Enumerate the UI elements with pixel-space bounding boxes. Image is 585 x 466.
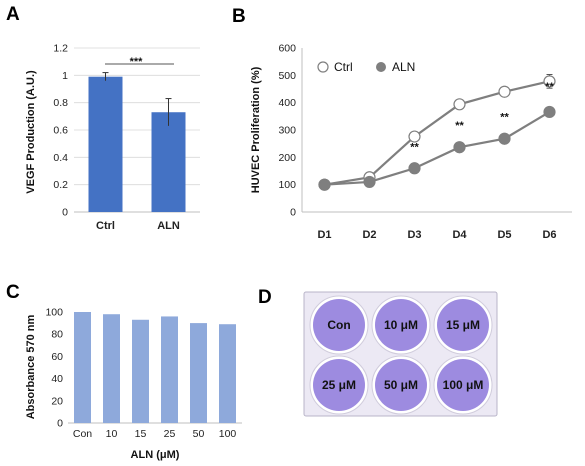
chart-a-ytick: 0.8 [53,97,68,109]
chart-a-ytick: 0.2 [53,179,68,191]
chart-b-ylabel: HUVEC Proliferation (%) [250,66,262,193]
chart-a-ytick: 1.2 [53,43,68,55]
legend-marker-ctrl [317,61,329,73]
chart-a-ylabel: VEGF Production (A.U.) [25,70,37,194]
chart-b-point-aln [408,162,421,175]
chart-b-point-ctrl [543,75,556,88]
chart-b-xtick: D5 [497,229,511,241]
chart-c-absorbance: Absorbance 570 nm ALN (μM) 0 20 40 60 80 100 C… [25,307,242,461]
chart-a-ytick: 0 [62,207,68,219]
chart-c-xlabel: ALN (μM) [131,449,180,461]
well [437,359,489,411]
chart-b-point-aln [543,105,556,119]
chart-a-vegf: VEGF Production (A.U.) *** 0 0.2 0.4 0.6 0.8… [25,43,200,232]
chart-b-xtick: D6 [542,229,556,241]
chart-c-ytick: 100 [45,307,63,319]
chart-a-significance: *** [130,56,144,68]
well [375,299,427,351]
chart-c-xtick: 25 [164,428,176,440]
chart-c-xtick: 50 [193,428,205,440]
chart-b-proliferation: HUVEC Proliferation (%) Ctrl ALN 0 100 200… [250,43,572,241]
chart-b-significance: ** [410,141,419,153]
chart-c-xtick: 10 [106,428,118,440]
chart-c-bar [219,324,236,423]
chart-b-ytick: 0 [290,207,296,219]
chart-a-bar-aln [151,112,186,212]
chart-c-xtick: 15 [135,428,147,440]
chart-b-xtick: D2 [362,229,376,241]
panel-label-d: D [258,287,272,308]
chart-b-line-aln [324,111,551,186]
chart-c-ylabel: Absorbance 570 nm [25,315,37,420]
well-label: 100 μM [443,378,484,392]
chart-c-ytick: 80 [51,329,63,341]
chart-a-ytick: 0.6 [53,125,68,137]
panel-label-c: C [6,282,20,303]
chart-c-ytick: 0 [57,418,63,430]
chart-c-ytick: 20 [51,395,63,407]
well [313,359,365,411]
chart-c-ytick: 40 [51,373,63,385]
panel-label-a: A [6,4,20,25]
well-label: Con [327,318,350,332]
chart-b-ytick: 600 [278,43,296,55]
chart-c-xtick: Con [73,428,92,440]
chart-c-bar [103,314,120,423]
chart-b-xtick: D4 [452,229,467,241]
well [437,299,489,351]
chart-b-significance: ** [455,120,464,132]
chart-a-ytick: 0.4 [53,152,68,164]
chart-b-ytick: 200 [278,152,296,164]
well [375,359,427,411]
chart-c-bar [190,323,207,423]
chart-b-ytick: 300 [278,125,296,137]
chart-b-xtick: D1 [317,229,331,241]
chart-b-line-ctrl [324,80,550,186]
well-plate: Con 10 μM 15 μM 25 μM 50 μM 100 μM [303,291,498,417]
chart-b-point-aln [498,132,511,145]
legend-label-ctrl: Ctrl [334,60,353,74]
well-label: 10 μM [384,318,418,332]
chart-c-bar [132,319,149,423]
chart-b-point-aln [453,141,466,154]
chart-a-bar-ctrl [88,76,123,212]
legend-label-aln: ALN [392,60,415,74]
legend-marker-aln [376,62,386,72]
well-label: 25 μM [322,378,356,392]
chart-b-xtick: D3 [407,229,421,241]
chart-a-ytick: 1 [62,70,68,82]
well-label: 15 μM [446,318,480,332]
chart-b-point-aln [363,175,376,189]
chart-b-point-ctrl [408,130,421,143]
chart-b-ytick: 500 [278,70,296,82]
panel-label-b: B [232,6,246,27]
chart-a-xtick: ALN [157,220,180,232]
chart-b-ytick: 400 [278,97,296,109]
chart-a-xtick: Ctrl [96,220,115,232]
chart-b-point-aln [318,178,331,191]
chart-b-point-ctrl [453,98,466,111]
chart-c-bar [161,316,178,423]
chart-b-ytick: 100 [278,179,296,191]
chart-b-significance: ** [545,81,554,93]
chart-b-point-ctrl [498,85,511,98]
chart-c-xtick: 100 [219,428,237,440]
well-label: 50 μM [384,378,418,392]
chart-b-significance: ** [500,112,509,124]
chart-c-bar [74,312,91,423]
well [313,299,365,351]
chart-c-ytick: 60 [51,351,63,363]
